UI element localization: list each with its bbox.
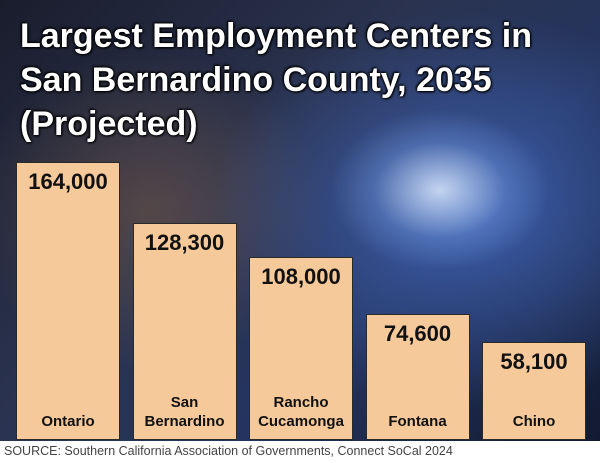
value-label: 74,600 bbox=[383, 320, 452, 346]
value-label: 108,000 bbox=[261, 263, 341, 289]
value-label: 58,100 bbox=[500, 348, 568, 374]
category-label: Chino bbox=[512, 412, 556, 430]
category-label: San Bernardino bbox=[144, 393, 225, 430]
category-label: Rancho Cucamonga bbox=[258, 393, 344, 430]
category-label: Ontario bbox=[41, 413, 95, 430]
value-label: 164,000 bbox=[28, 169, 108, 194]
value-label: 128,300 bbox=[144, 229, 225, 255]
chart-title: Largest Employment Centers in San Bernar… bbox=[20, 17, 533, 143]
chart: Largest Employment Centers in San Bernar… bbox=[0, 0, 600, 441]
bar: 128,300 San Bernardino bbox=[132, 222, 237, 440]
source-note: SOURCE: Southern California Association … bbox=[4, 444, 453, 458]
bar: 74,600 Fontana bbox=[365, 313, 470, 440]
category-label: Fontana bbox=[388, 412, 447, 430]
bar: 58,100 Chino bbox=[482, 341, 586, 440]
bar: 108,000 Rancho Cucamonga bbox=[249, 256, 353, 440]
bar: 164,000 Ontario bbox=[16, 162, 120, 440]
